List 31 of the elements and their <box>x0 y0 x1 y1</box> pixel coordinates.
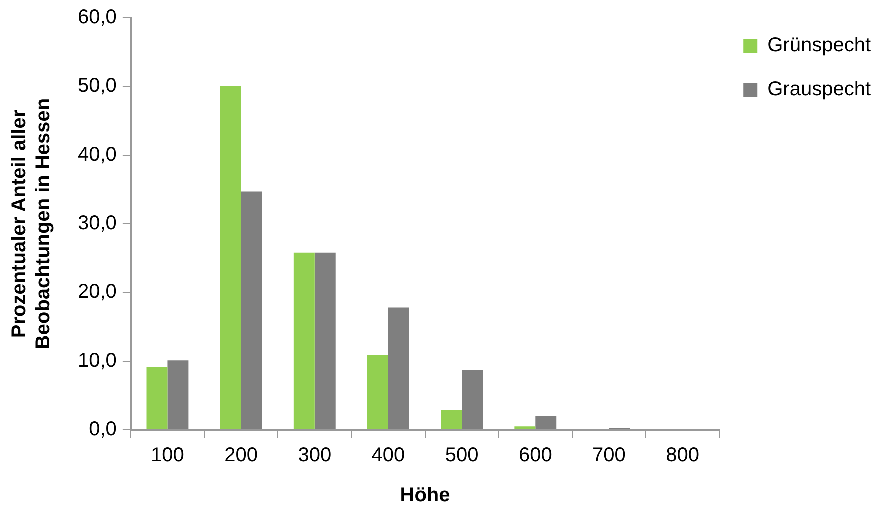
bar <box>220 86 242 430</box>
bar <box>388 308 410 430</box>
legend-label: Grünspecht <box>768 34 872 57</box>
y-tick-label: 30,0 <box>78 212 117 235</box>
bar <box>241 192 262 430</box>
x-tick-label: 600 <box>518 444 552 467</box>
y-tick-label: 60,0 <box>78 6 117 29</box>
y-tick-label: 0,0 <box>89 418 117 441</box>
x-tick-label: 700 <box>592 444 626 467</box>
x-tick-label: 400 <box>372 444 406 467</box>
x-tick-label: 300 <box>298 444 332 467</box>
bar <box>462 370 484 430</box>
bar <box>314 252 336 430</box>
bar <box>536 416 557 430</box>
x-tick-label: 800 <box>666 444 700 467</box>
bar <box>294 252 315 430</box>
bar <box>168 360 189 430</box>
x-tick-label: 500 <box>445 444 479 467</box>
y-axis-title: Prozentualer Anteil aller Beobachtungen in Hessen <box>8 98 55 350</box>
bar <box>146 368 168 430</box>
legend-label: Grauspecht <box>768 78 872 101</box>
y-tick-label: 20,0 <box>78 281 117 304</box>
y-tick-label: 50,0 <box>78 75 117 98</box>
x-tick-label: 200 <box>224 444 258 467</box>
bar <box>514 426 536 430</box>
y-tick-label: 40,0 <box>78 144 117 166</box>
bar <box>441 410 462 430</box>
x-axis-title: Höhe <box>400 484 450 507</box>
y-tick-label: 10,0 <box>78 350 117 372</box>
bar <box>368 355 388 430</box>
x-tick-label: 100 <box>151 444 184 467</box>
